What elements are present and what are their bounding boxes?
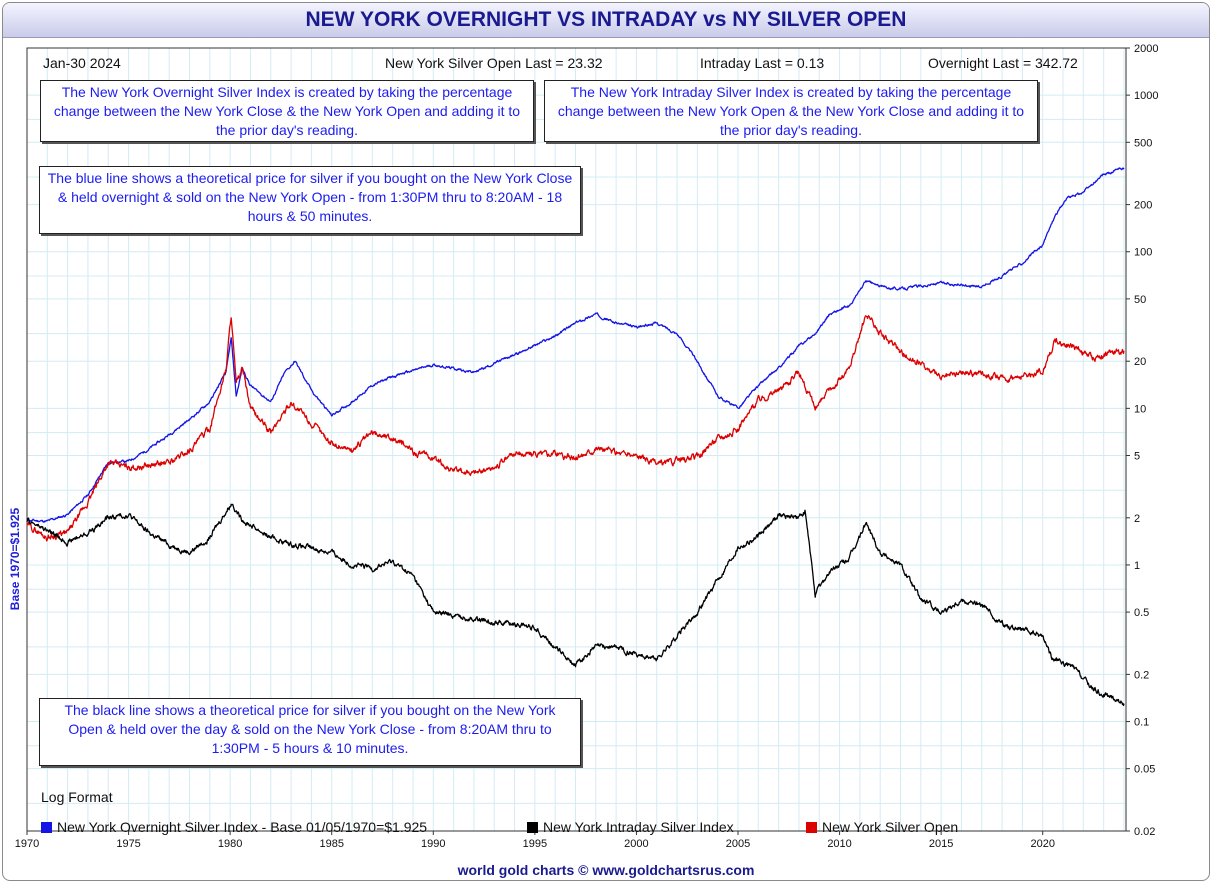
overnight-definition-note: The New York Overnight Silver Index is c… (40, 80, 534, 142)
footer-credit: world gold charts © www.goldchartsrus.co… (457, 862, 755, 878)
x-tick-label: 2020 (1030, 838, 1054, 850)
series-open-line (26, 315, 1125, 542)
plot-border (26, 47, 1127, 832)
legend-item-overnight: New York Overnight Silver Index - Base 0… (41, 819, 427, 835)
blue-line-note: The blue line shows a theoretical price … (39, 166, 581, 234)
legend-label-open: New York Silver Open (822, 819, 959, 835)
x-tick-label: 1990 (421, 838, 445, 850)
legend-label-intraday: New York Intraday Silver Index (543, 819, 734, 835)
x-tick-label: 1980 (218, 838, 242, 850)
log-format-label: Log Format (41, 789, 113, 805)
y-tick-label: 0.5 (1134, 607, 1149, 619)
y-tick-label: 500 (1134, 137, 1152, 149)
overnight-last-label: Overnight Last = 342.72 (928, 55, 1078, 71)
series-overnight-line (26, 167, 1125, 523)
x-tick-label: 1995 (523, 838, 547, 850)
black-line-note: The black line shows a theoretical price… (39, 698, 581, 766)
x-tick-label: 2010 (827, 838, 851, 850)
x-tick-label: 2005 (726, 838, 750, 850)
y-tick-label: 20 (1134, 356, 1146, 368)
x-tick-label: 1970 (15, 838, 39, 850)
legend-swatch-intraday (527, 822, 538, 833)
y-tick-label: 0.05 (1134, 764, 1155, 776)
x-tick-label: 2000 (624, 838, 648, 850)
y-tick-label: 0.2 (1134, 669, 1149, 681)
y-tick-label: 10 (1134, 403, 1146, 415)
legend-item-intraday: New York Intraday Silver Index (527, 819, 734, 835)
y-tick-label: 2 (1134, 513, 1140, 525)
legend-label-overnight: New York Overnight Silver Index - Base 0… (57, 819, 428, 835)
y-tick-label: 100 (1134, 247, 1152, 259)
y-axis-label: Base 1970=$1.925 (8, 507, 22, 611)
legend-item-open: New York Silver Open (806, 819, 958, 835)
x-tick-label: 1975 (116, 838, 140, 850)
intraday-last-label: Intraday Last = 0.13 (700, 55, 825, 71)
y-tick-label: 50 (1134, 294, 1146, 306)
legend-swatch-overnight (41, 822, 52, 833)
y-tick-label: 5 (1134, 450, 1140, 462)
intraday-definition-note: The New York Intraday Silver Index is cr… (544, 80, 1038, 142)
x-tick-label: 1985 (319, 838, 343, 850)
open-last-label: New York Silver Open Last = 23.32 (385, 55, 603, 71)
y-tick-label: 1000 (1134, 90, 1158, 102)
date-label: Jan-30 2024 (43, 55, 121, 71)
y-tick-label: 2000 (1134, 43, 1158, 55)
series-intraday-line (26, 503, 1125, 707)
title-bar: NEW YORK OVERNIGHT VS INTRADAY vs NY SIL… (3, 3, 1209, 38)
x-tick-label: 2015 (929, 838, 953, 850)
y-tick-label: 0.02 (1134, 826, 1155, 838)
chart-title: NEW YORK OVERNIGHT VS INTRADAY vs NY SIL… (305, 8, 907, 31)
y-tick-label: 200 (1134, 200, 1152, 212)
y-tick-label: 0.1 (1134, 717, 1149, 729)
legend-swatch-open (806, 822, 817, 833)
y-tick-label: 1 (1134, 560, 1140, 572)
